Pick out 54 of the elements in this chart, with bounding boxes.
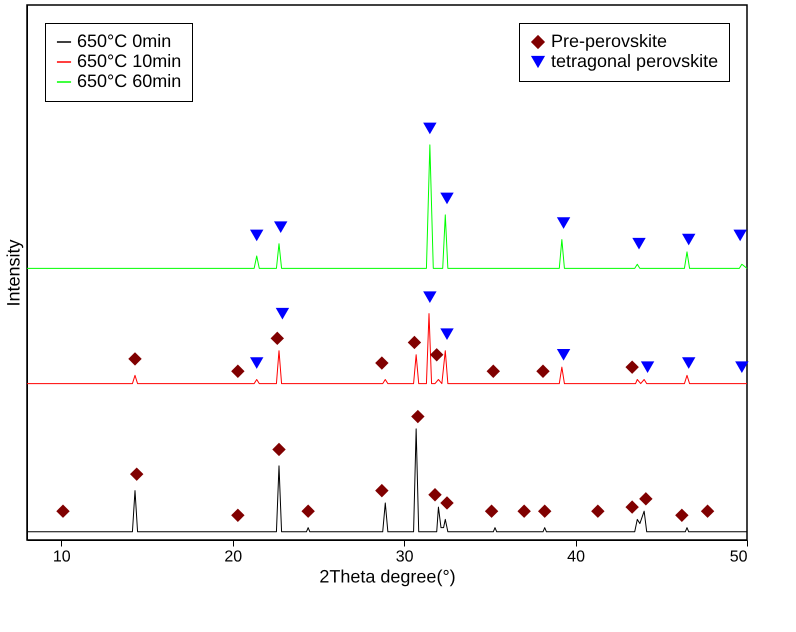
point (556, 349, 570, 361)
point (486, 364, 500, 378)
point (423, 291, 437, 303)
x-tick-label: 40 (567, 548, 586, 566)
point (682, 234, 696, 246)
legend-label: 650°C 10min (77, 51, 182, 71)
point (430, 348, 444, 362)
y-axis-title: Intensity (4, 239, 24, 307)
point (632, 238, 646, 250)
point (274, 221, 288, 234)
legend-label: tetragonal perovskite (551, 51, 718, 71)
point (375, 484, 389, 498)
point (517, 504, 531, 518)
legend-label: 650°C 0min (77, 31, 172, 51)
point (440, 192, 454, 204)
x-tick-label: 10 (52, 548, 71, 566)
point (735, 361, 749, 373)
point (484, 504, 498, 518)
point (272, 442, 286, 456)
point (700, 504, 714, 518)
point (411, 410, 425, 424)
point (301, 504, 315, 518)
legend-label: Pre-perovskite (551, 31, 668, 51)
point (675, 508, 689, 522)
point (538, 504, 552, 518)
point (625, 500, 639, 514)
point (408, 336, 422, 350)
point (250, 230, 264, 242)
x-tick-label: 20 (224, 548, 242, 566)
point (625, 360, 639, 374)
point (440, 328, 454, 340)
x-axis-title: 2Theta degree(°) (319, 566, 456, 586)
point (270, 332, 284, 346)
point (130, 467, 144, 481)
legend-label: 650°C 60min (77, 71, 182, 91)
point (639, 492, 653, 506)
point (591, 504, 605, 518)
point (128, 352, 142, 366)
point (231, 364, 245, 378)
point (556, 217, 570, 229)
point (375, 356, 389, 370)
point (682, 357, 696, 369)
point (250, 357, 264, 369)
point (440, 496, 454, 510)
point (276, 308, 290, 320)
point (423, 122, 437, 134)
point (231, 508, 245, 522)
point (640, 361, 654, 373)
point (733, 230, 747, 242)
point (428, 488, 442, 502)
x-tick-label: 50 (730, 548, 748, 566)
x-tick-label: 30 (396, 548, 414, 566)
point (56, 504, 70, 518)
point (536, 364, 550, 378)
